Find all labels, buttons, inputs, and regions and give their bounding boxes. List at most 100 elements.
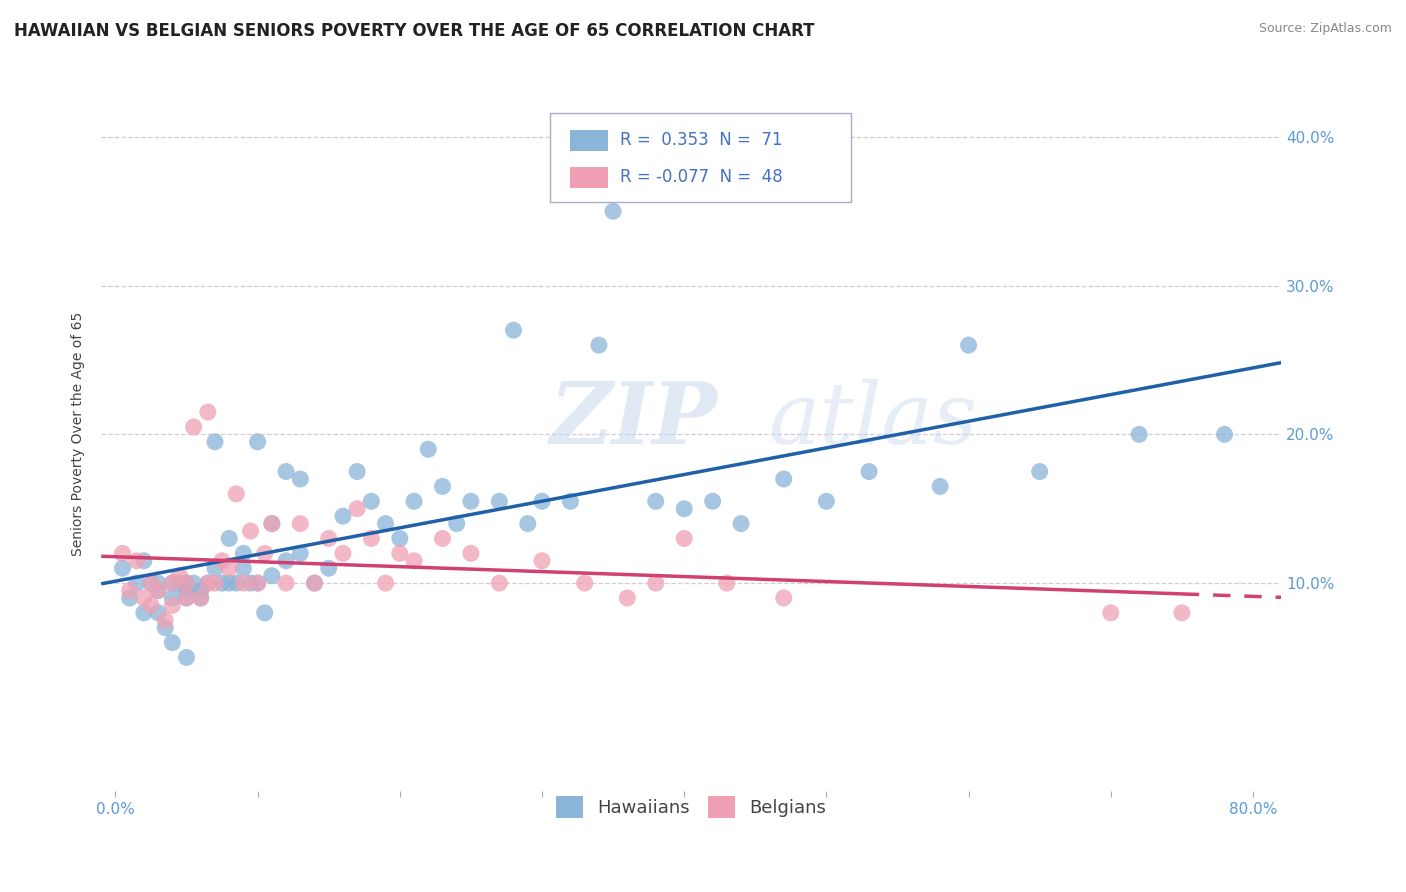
Bar bbox=[569, 167, 607, 188]
Point bbox=[183, 420, 205, 434]
Point bbox=[153, 613, 176, 627]
Point bbox=[1028, 465, 1050, 479]
Point bbox=[260, 516, 283, 531]
Point bbox=[644, 576, 666, 591]
Text: atlas: atlas bbox=[768, 379, 977, 461]
Point bbox=[176, 591, 198, 605]
Text: ZIP: ZIP bbox=[550, 378, 717, 462]
Point bbox=[574, 576, 596, 591]
Point bbox=[530, 554, 553, 568]
Point bbox=[111, 546, 134, 560]
Point bbox=[132, 554, 155, 568]
Point bbox=[146, 583, 169, 598]
Point bbox=[332, 509, 354, 524]
Point bbox=[560, 494, 582, 508]
Point bbox=[530, 494, 553, 508]
Point bbox=[176, 650, 198, 665]
Point bbox=[132, 591, 155, 605]
Point bbox=[673, 501, 696, 516]
Point bbox=[162, 591, 184, 605]
Point bbox=[318, 561, 340, 575]
Point bbox=[118, 591, 141, 605]
Legend: Hawaiians, Belgians: Hawaiians, Belgians bbox=[548, 789, 834, 825]
Point bbox=[218, 532, 240, 546]
Point bbox=[239, 524, 262, 538]
Point bbox=[502, 323, 524, 337]
Point bbox=[602, 204, 624, 219]
Point bbox=[644, 494, 666, 508]
Bar bbox=[569, 129, 607, 151]
Point bbox=[125, 554, 148, 568]
Point bbox=[139, 599, 162, 613]
Point bbox=[253, 606, 276, 620]
Point bbox=[204, 576, 226, 591]
Point bbox=[111, 561, 134, 575]
Point bbox=[176, 576, 198, 591]
Point bbox=[702, 494, 724, 508]
Point bbox=[772, 591, 794, 605]
Point bbox=[374, 576, 396, 591]
Point bbox=[190, 591, 212, 605]
Point bbox=[1213, 427, 1236, 442]
Point bbox=[432, 479, 454, 493]
Point bbox=[1128, 427, 1150, 442]
Point bbox=[162, 635, 184, 649]
Point bbox=[125, 576, 148, 591]
Y-axis label: Seniors Poverty Over the Age of 65: Seniors Poverty Over the Age of 65 bbox=[72, 312, 86, 557]
Point bbox=[225, 487, 247, 501]
Point bbox=[204, 561, 226, 575]
Point bbox=[211, 576, 233, 591]
Point bbox=[274, 576, 297, 591]
Point bbox=[176, 576, 198, 591]
Point bbox=[239, 576, 262, 591]
Point bbox=[616, 591, 638, 605]
Point bbox=[402, 554, 425, 568]
Point bbox=[169, 568, 191, 582]
Point bbox=[146, 576, 169, 591]
Point bbox=[204, 434, 226, 449]
Point bbox=[929, 479, 952, 493]
Point bbox=[139, 576, 162, 591]
Point bbox=[146, 606, 169, 620]
Point bbox=[460, 546, 482, 560]
Point bbox=[183, 576, 205, 591]
Point bbox=[274, 554, 297, 568]
Point bbox=[176, 591, 198, 605]
Point bbox=[232, 576, 254, 591]
Point bbox=[815, 494, 838, 508]
Text: R = -0.077  N =  48: R = -0.077 N = 48 bbox=[620, 169, 783, 186]
Point bbox=[1099, 606, 1122, 620]
Point bbox=[176, 583, 198, 598]
Point bbox=[360, 494, 382, 508]
Point bbox=[169, 576, 191, 591]
Point bbox=[290, 516, 312, 531]
Point bbox=[260, 568, 283, 582]
Point bbox=[197, 576, 219, 591]
Text: R =  0.353  N =  71: R = 0.353 N = 71 bbox=[620, 131, 783, 149]
Point bbox=[772, 472, 794, 486]
Point bbox=[197, 405, 219, 419]
FancyBboxPatch shape bbox=[550, 113, 851, 202]
Point bbox=[246, 434, 269, 449]
Point bbox=[139, 576, 162, 591]
Point bbox=[374, 516, 396, 531]
Point bbox=[346, 501, 368, 516]
Point bbox=[488, 494, 510, 508]
Point bbox=[488, 576, 510, 591]
Point bbox=[232, 546, 254, 560]
Point bbox=[190, 583, 212, 598]
Point bbox=[253, 546, 276, 560]
Point bbox=[304, 576, 326, 591]
Point bbox=[274, 465, 297, 479]
Point bbox=[218, 561, 240, 575]
Point bbox=[418, 442, 440, 457]
Point bbox=[858, 465, 880, 479]
Point bbox=[162, 576, 184, 591]
Point bbox=[211, 554, 233, 568]
Point bbox=[153, 621, 176, 635]
Point bbox=[290, 546, 312, 560]
Point bbox=[118, 583, 141, 598]
Point bbox=[388, 532, 411, 546]
Point bbox=[1171, 606, 1194, 620]
Point bbox=[132, 606, 155, 620]
